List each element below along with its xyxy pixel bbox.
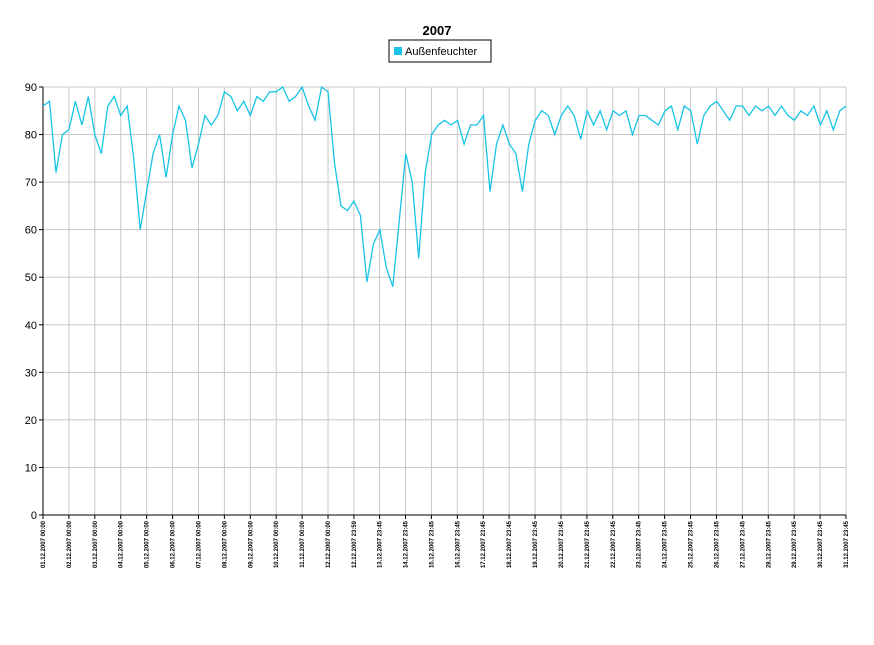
y-tick-label: 40: [25, 320, 37, 332]
x-tick-label: 06.12.2007 00:00: [171, 520, 177, 568]
x-tick-label: 01.12.2007 00:00: [41, 520, 47, 568]
x-tick-label: 26.12.2007 23:45: [714, 520, 720, 568]
x-tick-label: 05.12.2007 00:00: [145, 520, 151, 568]
x-tick-label: 20.12.2007 23:45: [559, 520, 565, 568]
legend-swatch: [394, 47, 402, 55]
x-tick-label: 19.12.2007 23:45: [533, 520, 539, 568]
y-tick-label: 70: [25, 177, 37, 189]
x-tick-label: 16.12.2007 23:45: [455, 520, 461, 568]
x-tick-label: 31.12.2007 23:45: [844, 520, 850, 568]
x-tick-label: 03.12.2007 00:00: [93, 520, 99, 568]
legend-label: Außenfeuchter: [405, 46, 477, 58]
x-tick-label: 24.12.2007 23:45: [663, 520, 669, 568]
x-tick-label: 04.12.2007 00:00: [119, 520, 125, 568]
x-tick-label: 28.12.2007 23:45: [766, 520, 772, 568]
x-tick-label: 17.12.2007 23:45: [481, 520, 487, 568]
y-tick-label: 30: [25, 367, 37, 379]
data-line: [42, 85, 847, 287]
x-tick-label: 12.12.2007 00:00: [326, 520, 332, 568]
y-tick-label: 0: [31, 510, 37, 522]
x-tick-label: 27.12.2007 23:45: [740, 520, 746, 568]
x-tick-label: 15.12.2007 23:45: [429, 520, 435, 568]
x-tick-label: 13.12.2007 23:45: [378, 520, 384, 568]
x-tick-label: 21.12.2007 23:45: [585, 520, 591, 568]
y-tick-label: 50: [25, 272, 37, 284]
x-tick-label: 18.12.2007 23:45: [507, 520, 513, 568]
x-tick-label: 29.12.2007 23:45: [792, 520, 798, 568]
x-tick-label: 09.12.2007 00:00: [248, 520, 254, 568]
x-tick-label: 11.12.2007 00:00: [300, 520, 306, 567]
x-tick-label: 30.12.2007 23:45: [818, 520, 824, 568]
x-tick-label: 07.12.2007 00:00: [196, 520, 202, 568]
y-tick-label: 90: [25, 82, 37, 94]
legend-box: [388, 39, 492, 63]
x-tick-label: 12.12.2007 23:59: [352, 520, 358, 568]
y-tick-label: 10: [25, 462, 37, 474]
chart-title: 2007: [423, 23, 452, 38]
y-tick-label: 20: [25, 415, 37, 427]
y-tick-label: 80: [25, 130, 37, 142]
y-tick-label: 60: [25, 225, 37, 237]
x-tick-label: 22.12.2007 23:45: [611, 520, 617, 568]
x-tick-label: 23.12.2007 23:45: [637, 520, 643, 568]
x-tick-label: 08.12.2007 00:00: [222, 520, 228, 568]
x-tick-label: 02.12.2007 00:00: [67, 520, 73, 568]
x-tick-label: 25.12.2007 23:45: [689, 520, 695, 568]
x-tick-label: 14.12.2007 23:45: [403, 520, 409, 568]
x-tick-label: 10.12.2007 00:00: [274, 520, 280, 568]
